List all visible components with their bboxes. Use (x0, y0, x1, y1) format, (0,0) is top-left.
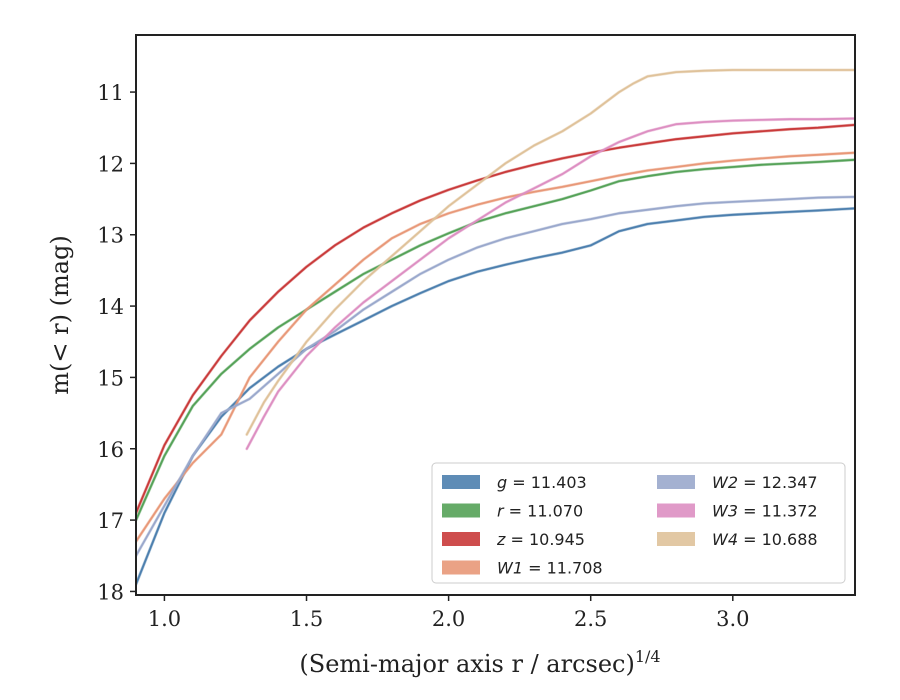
x-tick-label: 1.0 (148, 607, 181, 631)
legend-swatch-r (442, 503, 480, 518)
series-w2-line (136, 196, 855, 557)
legend-label-w2: W2 = 12.347 (712, 473, 818, 492)
y-tick-label: 12 (97, 152, 124, 176)
y-axis-label: m(< r) (mag) (46, 235, 74, 394)
y-tick-label: 14 (97, 295, 124, 319)
series-z-line (136, 124, 855, 514)
legend-swatch-z (442, 532, 480, 546)
y-tick-label: 11 (97, 81, 124, 105)
legend-item-w3: W3 = 11.372 (657, 502, 818, 521)
x-tick-label: 2.5 (574, 607, 607, 631)
series-g-line (136, 207, 855, 586)
series-w3-line (245, 117, 855, 450)
legend-label-w1: W1 = 11.708 (497, 559, 603, 578)
legend-item-z: z = 10.945 (442, 530, 585, 549)
legend-label-z: z = 10.945 (496, 530, 585, 549)
legend-label-g: g = 11.403 (497, 473, 587, 492)
x-tick-label: 3.0 (716, 607, 749, 631)
x-axis-label-text: (Semi-major axis r / arcsec) (299, 650, 634, 678)
series-z-band (136, 123, 855, 515)
legend-swatch-g (442, 475, 480, 489)
legend-item-r: r = 11.070 (442, 502, 583, 521)
series-w1-line (136, 151, 855, 543)
series-r-line (136, 158, 855, 521)
y-tick-label: 17 (97, 509, 124, 533)
x-axis-label: (Semi-major axis r / arcsec)1/4 (299, 647, 660, 678)
legend-label-w4: W4 = 10.688 (712, 530, 818, 549)
ticks-layer: 1.0 1.5 2.0 2.5 3.0 11 12 13 14 15 16 17 18 (97, 81, 749, 631)
plot-frame (135, 34, 856, 596)
x-tick-label: 1.5 (290, 607, 323, 631)
legend-swatch-w1 (442, 560, 480, 575)
legend-label-w3: W3 = 11.372 (712, 502, 818, 521)
legend-item-w1: W1 = 11.708 (442, 559, 603, 578)
y-tick-label: 18 (97, 580, 124, 604)
y-tick-label: 13 (97, 224, 124, 248)
legend-item-w4: W4 = 10.688 (657, 530, 818, 549)
series-w4-line (245, 69, 855, 436)
legend-item-g: g = 11.403 (442, 473, 587, 492)
legend: g = 11.403 r = 11.070 z = 10.945 W1 = 11.70… (431, 462, 846, 584)
legend-item-w2: W2 = 12.347 (657, 473, 818, 492)
y-tick-label: 15 (97, 366, 124, 390)
series-w4-band (245, 68, 855, 436)
legend-box (431, 462, 846, 584)
x-axis-label-exponent: 1/4 (635, 647, 661, 666)
legend-swatch-w3 (657, 503, 695, 518)
legend-swatch-w4 (657, 532, 695, 546)
legend-swatch-w2 (657, 475, 695, 489)
series-layer (136, 68, 855, 586)
y-tick-label: 16 (97, 438, 124, 462)
legend-label-r: r = 11.070 (497, 502, 583, 521)
x-tick-label: 2.0 (432, 607, 465, 631)
